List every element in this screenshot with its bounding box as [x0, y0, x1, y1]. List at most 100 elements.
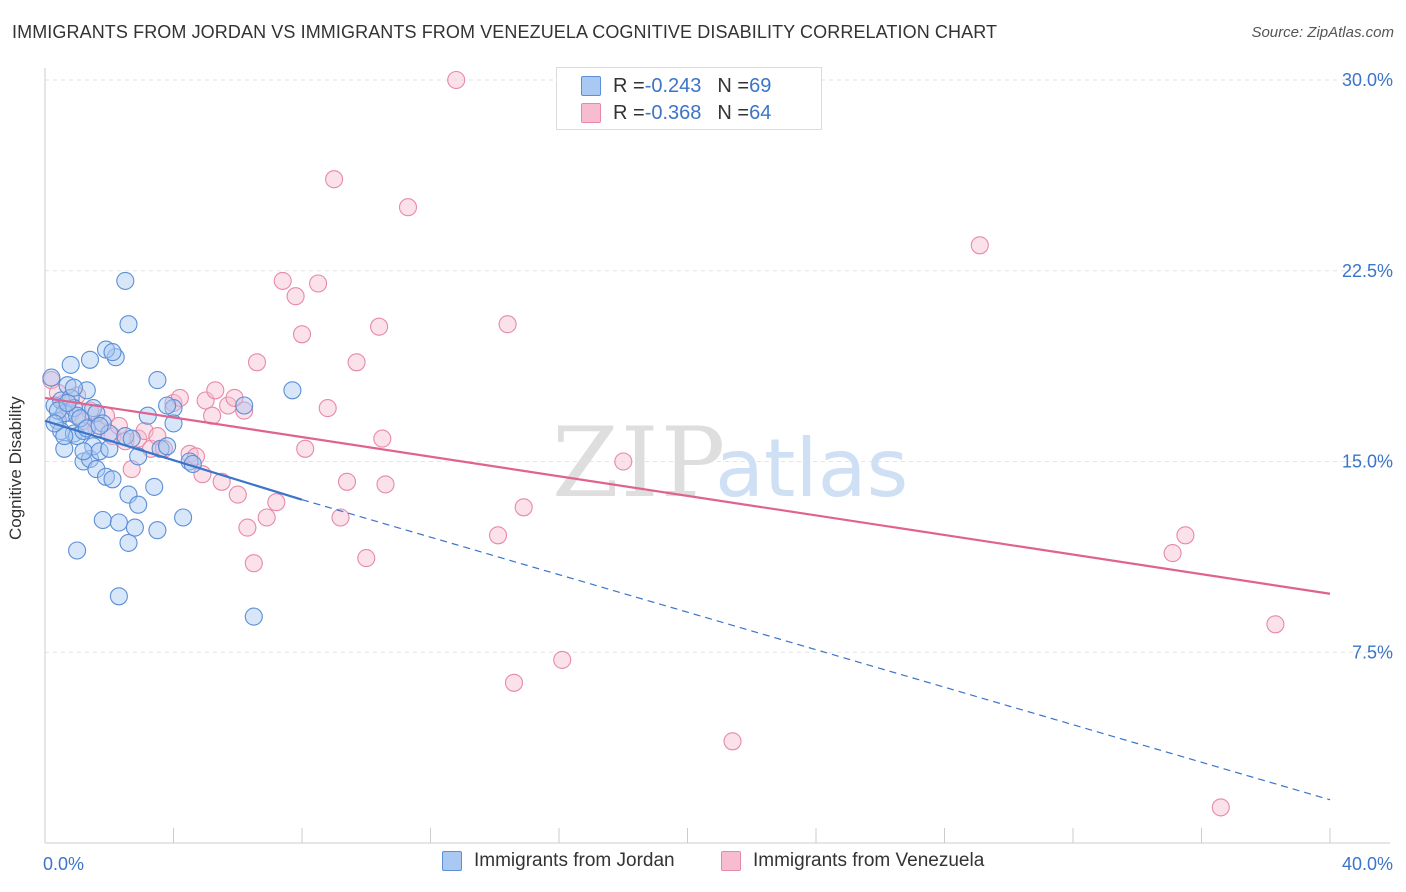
jordan-n-value: 69 [749, 74, 772, 97]
jordan-point [42, 368, 61, 387]
y-tick-label: 15.0% [1342, 452, 1393, 472]
jordan-point [283, 381, 302, 400]
jordan-point [109, 587, 128, 606]
venezuela-point [296, 439, 315, 458]
venezuela-point [614, 452, 633, 471]
venezuela-point [238, 518, 257, 537]
jordan-point [103, 343, 122, 362]
venezuela-point [225, 388, 244, 407]
jordan-point [93, 510, 112, 530]
venezuela-point [347, 353, 366, 372]
jordan-point [61, 355, 80, 374]
venezuela-point [373, 429, 392, 448]
axes [44, 68, 1390, 844]
venezuela-legend-swatch [721, 851, 741, 871]
venezuela-point [212, 472, 231, 491]
venezuela-point [1211, 798, 1230, 817]
jordan-swatch [581, 76, 601, 96]
watermark-atlas: atlas [715, 422, 908, 515]
jordan-point [68, 406, 87, 425]
jordan-point [158, 437, 177, 456]
venezuela-point [235, 401, 254, 420]
watermark: ZIP atlas [552, 407, 908, 519]
jordan-point [129, 447, 148, 466]
venezuela-point [286, 287, 305, 306]
jordan-point [71, 409, 90, 428]
y-axis-label: Cognitive Disability [6, 396, 25, 540]
venezuela-point [498, 315, 517, 334]
venezuela-point [357, 549, 376, 568]
y-tick-label: 22.5% [1342, 261, 1393, 281]
jordan-point [125, 518, 144, 537]
venezuela-r-label: R = [613, 101, 645, 124]
jordan-trendline-extension [301, 499, 1331, 801]
jordan-legend-swatch [442, 851, 462, 871]
tick-labels: 7.5% 15.0% 22.5% 30.0% 0.0% 40.0% [43, 70, 1393, 874]
jordan-point [119, 533, 138, 552]
jordan-point [90, 416, 109, 435]
legend-item-venezuela[interactable]: Immigrants from Venezuela [721, 850, 984, 872]
jordan-point [129, 495, 148, 514]
jordan-point [103, 470, 122, 489]
venezuela-point [398, 198, 418, 217]
venezuela-point [267, 493, 286, 512]
venezuela-trendline [44, 396, 1331, 595]
venezuela-point [447, 70, 466, 90]
venezuela-point [514, 498, 533, 517]
jordan-trendline [44, 419, 303, 501]
jordan-point [119, 315, 138, 334]
x-tick-label-min: 0.0% [43, 854, 84, 874]
y-tick-label: 7.5% [1352, 642, 1393, 662]
jordan-point [145, 477, 164, 496]
venezuela-point [257, 508, 276, 527]
venezuela-point [244, 554, 263, 573]
venezuela-point [1163, 544, 1182, 563]
jordan-point [93, 414, 112, 433]
jordan-point [244, 607, 263, 626]
jordan-point [80, 350, 100, 369]
venezuela-point [219, 396, 238, 415]
jordan-point [87, 460, 106, 479]
stats-legend: R = -0.243 N = 69 R = -0.368 N = 64 [556, 67, 822, 130]
venezuela-point [331, 508, 350, 527]
jordan-r-label: R = [613, 74, 645, 97]
legend-row-jordan: R = -0.243 N = 69 [581, 73, 771, 99]
trendlines [44, 396, 1331, 801]
legend-row-venezuela: R = -0.368 N = 64 [581, 100, 771, 126]
jordan-point [235, 396, 254, 415]
y-tick-label: 30.0% [1342, 70, 1393, 90]
venezuela-point [370, 317, 389, 336]
venezuela-point [292, 325, 312, 344]
jordan-point [106, 348, 125, 367]
series-legend: Immigrants from Jordan Immigrants from V… [0, 850, 1406, 878]
venezuela-point [228, 485, 247, 504]
venezuela-swatch [581, 103, 601, 123]
venezuela-point [1266, 615, 1285, 634]
venezuela-point [504, 673, 524, 692]
legend-item-jordan[interactable]: Immigrants from Jordan [442, 850, 675, 872]
jordan-point [64, 378, 83, 397]
venezuela-point [273, 271, 292, 290]
venezuela-point [553, 650, 572, 669]
venezuela-legend-label: Immigrants from Venezuela [753, 850, 985, 871]
jordan-point [148, 371, 167, 390]
watermark-zip: ZIP [552, 407, 727, 519]
jordan-point [148, 521, 167, 540]
jordan-point [74, 442, 93, 461]
venezuela-point [309, 274, 328, 293]
venezuela-n-value: 64 [749, 101, 772, 124]
jordan-r-value: -0.243 [644, 74, 702, 97]
jordan-point [174, 508, 193, 527]
jordan-point [55, 439, 74, 458]
venezuela-point [247, 353, 267, 372]
jordan-points [42, 271, 302, 626]
venezuela-point [325, 170, 344, 189]
jordan-point [100, 424, 119, 443]
venezuela-point [337, 472, 357, 491]
venezuela-point [1176, 526, 1195, 545]
jordan-point [158, 396, 177, 415]
chart-title: IMMIGRANTS FROM JORDAN VS IMMIGRANTS FRO… [12, 22, 998, 42]
venezuela-point [970, 236, 989, 255]
jordan-point [116, 271, 135, 290]
